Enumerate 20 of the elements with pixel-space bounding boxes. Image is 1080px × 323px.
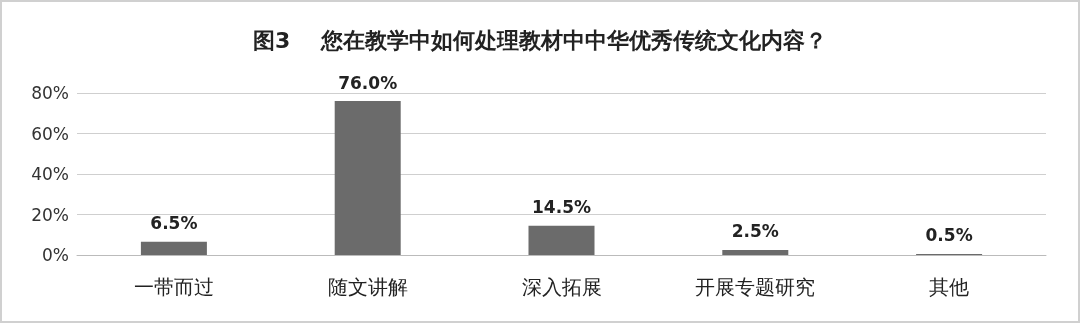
x-tick-label: 随文讲解 [327,275,408,299]
bar [334,101,401,255]
data-label: 6.5% [150,213,198,234]
y-tick-label: 40% [31,164,69,184]
data-label: 14.5% [532,197,591,218]
y-tick-label: 60% [31,123,69,144]
data-label: 2.5% [731,221,779,242]
data-label: 76.0% [338,72,398,93]
x-tick-label: 一带而过 [133,275,214,299]
bar [528,225,595,255]
y-tick-label: 20% [31,204,69,225]
y-tick-label: 80% [31,83,69,103]
y-tick-label: 0% [42,245,69,265]
bar [140,241,207,255]
x-tick-label: 其他 [929,275,970,299]
x-tick-label: 深入拓展 [521,275,602,299]
x-tick-label: 开展专题研究 [695,275,816,299]
bar [722,249,789,255]
chart-title: 图3 您在教学中如何处理教材中中华优秀传统文化内容？ [253,27,827,53]
data-label: 0.5% [925,225,973,246]
